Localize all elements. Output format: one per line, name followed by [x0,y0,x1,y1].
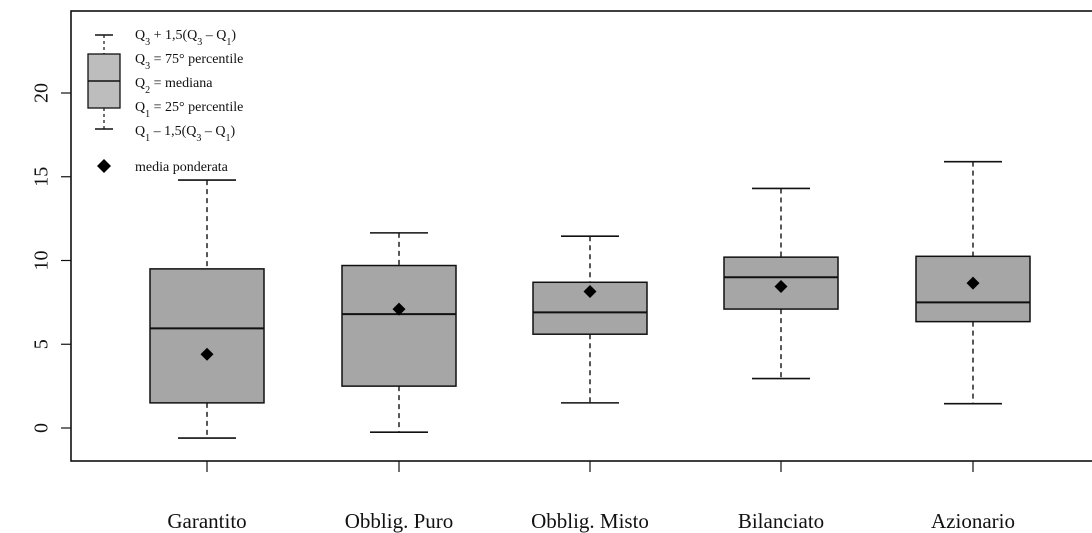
legend-text-part: – Q [201,124,225,139]
iqr-box [341,264,457,387]
box-series [149,160,1031,439]
y-tick-label: 20 [31,83,53,103]
legend-text-part: – 1,5(Q [150,124,196,139]
legend-text-part: Q [135,100,145,115]
box-obblig-misto [532,235,648,404]
legend-text-part: + 1,5(Q [150,28,197,43]
weighted-mean-marker [966,276,980,290]
legend-text-part: Q [135,124,145,139]
x-category-label: Bilanciato [738,509,824,533]
legend-label-mean: media ponderata [135,160,229,175]
legend-subscript: 3 [197,37,202,48]
y-tick-label: 0 [31,423,53,433]
y-axis: 0 5 10 15 20 [31,83,71,433]
legend-text-part: ) [231,124,236,139]
x-category-label: Obblig. Puro [345,509,454,533]
box-garantito [149,179,265,439]
box-bilanciato [723,187,839,380]
x-category-label: Azionario [931,509,1015,533]
legend-subscript: 1 [226,133,231,144]
legend-subscript: 3 [196,133,201,144]
legend-subscript: 3 [145,37,150,48]
legend-label-upper-whisker: Q3 + 1,5(Q3 – Q1) [135,28,236,48]
legend-text-part: Q [135,28,145,43]
legend-text-part: = 75° percentile [150,52,243,67]
box-azionario [915,160,1031,405]
iqr-box [532,281,648,335]
legend-label-lower-whisker: Q1 – 1,5(Q3 – Q1) [135,124,236,144]
weighted-mean-marker [774,279,788,293]
y-tick-label: 5 [31,339,53,349]
legend-text-part: Q [135,52,145,67]
x-category-label: Obblig. Misto [531,509,649,533]
legend-label-q1: Q1 = 25° percentile [135,100,243,120]
box-obblig-puro [341,232,457,433]
legend-subscript: 1 [145,133,150,144]
legend-text-part: = 25° percentile [150,100,243,115]
legend-subscript: 3 [145,61,150,72]
y-tick-label: 15 [31,167,53,187]
legend-text-part: Q [135,76,145,91]
weighted-mean-marker [200,347,214,361]
legend-subscript: 1 [226,37,231,48]
iqr-box [149,268,265,404]
weighted-mean-marker [392,302,406,316]
y-tick-label: 10 [31,251,53,271]
plot-frame [70,10,1092,462]
legend-mean-marker [97,159,111,173]
legend-subscript: 2 [145,85,150,96]
legend-label-median: Q2 = mediana [135,76,213,96]
weighted-mean-marker [583,284,597,298]
legend-label-q3: Q3 = 75° percentile [135,52,243,72]
legend-subscript: 1 [145,109,150,120]
legend-text-part: ) [231,28,236,43]
x-axis: Garantito Obblig. Puro Obblig. Misto Bilanc… [167,461,1015,533]
legend-text-part: – Q [202,28,226,43]
x-category-label: Garantito [167,509,246,533]
legend-text-part: = mediana [150,76,213,91]
